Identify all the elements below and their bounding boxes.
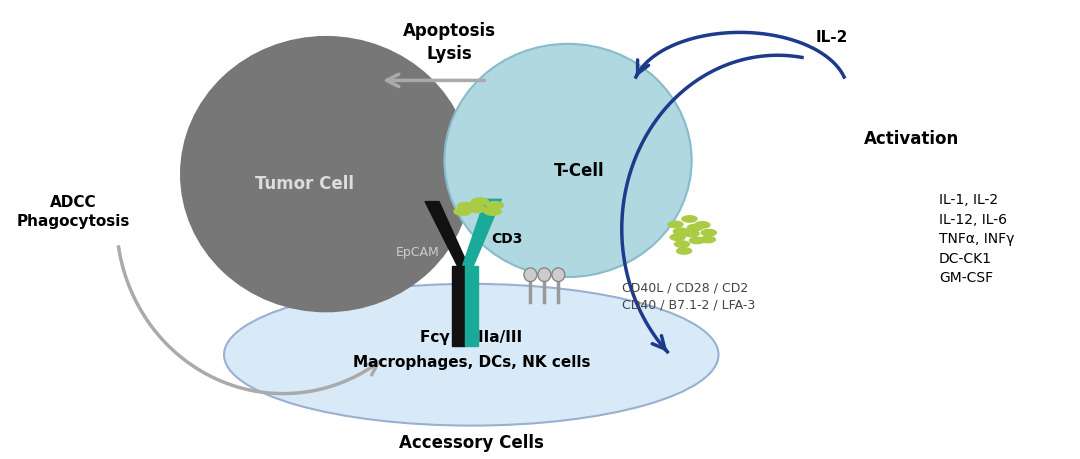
Ellipse shape [538,268,551,282]
Text: Fcγ RI/IIa/III: Fcγ RI/IIa/III [420,329,523,344]
Circle shape [669,222,683,228]
Text: T-Cell: T-Cell [553,161,604,179]
Text: Apoptosis
Lysis: Apoptosis Lysis [403,22,497,62]
Text: Macrophages, DCs, NK cells: Macrophages, DCs, NK cells [352,354,590,369]
Circle shape [457,203,474,210]
Ellipse shape [224,284,718,425]
Circle shape [673,229,688,235]
Ellipse shape [552,268,565,282]
Text: CD40L / CD28 / CD2
CD40 / B7.1-2 / LFA-3: CD40L / CD28 / CD2 CD40 / B7.1-2 / LFA-3 [622,281,755,311]
Circle shape [469,206,486,213]
Polygon shape [451,266,464,346]
Polygon shape [426,202,468,266]
Circle shape [676,248,691,255]
Text: IL-2: IL-2 [815,30,848,45]
Circle shape [670,235,685,241]
Text: Activation: Activation [864,129,960,147]
Text: Tumor Cell: Tumor Cell [255,175,354,193]
Ellipse shape [444,45,691,277]
Circle shape [689,238,704,244]
Text: ADCC
Phagocytosis: ADCC Phagocytosis [17,195,131,228]
Polygon shape [462,200,501,266]
Circle shape [471,198,488,206]
Circle shape [486,202,503,209]
Polygon shape [464,266,477,346]
Circle shape [454,208,471,216]
Circle shape [684,231,699,237]
Circle shape [694,222,710,229]
Circle shape [681,216,697,223]
Circle shape [700,237,715,243]
Text: IL-1, IL-2
IL-12, IL-6
TNFα, INFγ
DC-CK1
GM-CSF: IL-1, IL-2 IL-12, IL-6 TNFα, INFγ DC-CK1… [939,193,1014,285]
Circle shape [484,208,501,216]
Ellipse shape [524,268,537,282]
Ellipse shape [181,38,471,312]
Circle shape [674,241,689,248]
Circle shape [687,225,702,231]
Text: CD3: CD3 [491,232,523,246]
Text: Accessory Cells: Accessory Cells [399,433,543,451]
Text: EpCAM: EpCAM [395,246,440,259]
Circle shape [701,230,716,236]
